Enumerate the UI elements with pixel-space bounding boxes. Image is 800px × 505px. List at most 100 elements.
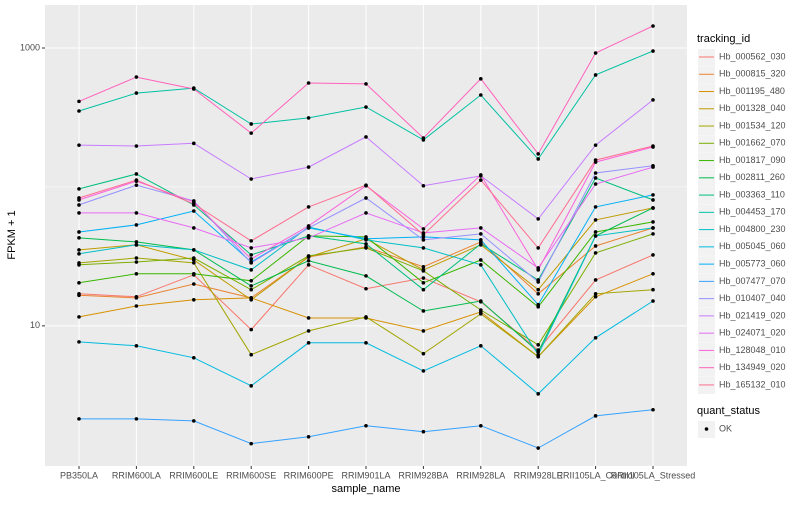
legend-title: quant_status (697, 405, 760, 417)
data-point (421, 329, 426, 333)
data-point (134, 172, 139, 176)
legend-label: OK (719, 423, 732, 433)
data-point (306, 205, 311, 209)
data-point (421, 227, 426, 231)
data-point (421, 246, 426, 250)
data-point (249, 268, 253, 272)
legend-label: Hb_001195_480 (719, 86, 785, 96)
legend-label: Hb_000815_320 (719, 69, 786, 79)
data-point (77, 196, 81, 200)
data-point (593, 171, 598, 175)
x-tick-label: RRII105LA_Stressed (611, 470, 696, 480)
data-point (479, 299, 483, 303)
data-point (421, 281, 426, 285)
data-point (364, 246, 368, 250)
x-axis-title: sample_name (331, 483, 400, 495)
data-point (421, 238, 426, 242)
data-point (593, 205, 598, 209)
data-point (536, 446, 540, 450)
data-point (249, 384, 253, 388)
data-point (134, 304, 139, 308)
data-point (306, 81, 311, 85)
data-point (77, 340, 81, 344)
legend-label: Hb_024071_020 (719, 328, 786, 338)
data-point (421, 269, 426, 273)
data-point (651, 407, 655, 412)
data-point (479, 263, 483, 267)
data-point (593, 182, 598, 186)
data-point (192, 261, 196, 265)
legend-key (698, 118, 715, 136)
data-point (77, 281, 81, 285)
data-point (593, 176, 598, 180)
data-point (651, 165, 655, 169)
data-point (192, 226, 196, 230)
data-point (421, 233, 426, 237)
data-point (192, 209, 196, 213)
data-point (134, 91, 139, 95)
legend-label: Hb_010407_040 (719, 293, 786, 303)
data-point (536, 350, 540, 354)
data-point (479, 93, 483, 97)
legend-label: Hb_004800_230 (719, 224, 786, 234)
data-point (651, 198, 655, 202)
data-point (192, 202, 196, 206)
x-tick-label: PB350LA (60, 470, 98, 480)
data-point (77, 315, 81, 319)
data-point (479, 178, 483, 182)
x-tick-label: RRIM600LE (169, 470, 218, 480)
data-point (134, 260, 139, 264)
data-point (651, 206, 655, 210)
x-tick-label: RRIM600PE (284, 470, 334, 480)
data-point (479, 344, 483, 348)
data-point (192, 282, 196, 286)
data-point (593, 234, 598, 238)
data-point (593, 278, 598, 282)
data-point (249, 441, 253, 446)
data-point (249, 287, 253, 292)
data-point (536, 280, 540, 284)
legend-title: tracking_id (697, 33, 750, 45)
data-point (651, 24, 655, 28)
legend-label: Hb_003363_110 (719, 189, 785, 199)
data-point (536, 292, 540, 296)
data-point (536, 152, 540, 156)
data-point (249, 253, 253, 257)
x-tick-label: RRIM600SE (226, 470, 276, 480)
data-point (364, 423, 368, 428)
data-point (134, 344, 139, 348)
legend-label: Hb_128048_010 (719, 345, 786, 355)
data-point (134, 240, 139, 244)
data-point (192, 87, 196, 91)
data-point (77, 417, 81, 421)
data-point (249, 327, 253, 332)
data-point (479, 232, 483, 236)
data-point (134, 243, 139, 247)
legend-label: Hb_004453_170 (719, 207, 786, 217)
data-point (249, 239, 253, 243)
data-point (421, 429, 426, 434)
x-tick-label: RRII105LA_Control (557, 470, 635, 480)
data-point (192, 355, 196, 360)
data-point (364, 237, 368, 241)
data-point (134, 75, 139, 79)
data-point (593, 230, 598, 234)
data-point (651, 220, 655, 224)
data-point (651, 287, 655, 292)
data-point (134, 223, 139, 227)
legend-label: Hb_001534_120 (719, 120, 786, 130)
legend-point (704, 427, 709, 431)
legend-label: Hb_165132_010 (719, 379, 786, 389)
data-point (593, 51, 598, 55)
data-point (421, 351, 426, 356)
legend-label: Hb_001328_040 (719, 103, 786, 113)
y-axis-title: FPKM + 1 (6, 210, 18, 259)
data-point (306, 254, 311, 258)
data-point (306, 329, 311, 333)
data-point (479, 423, 483, 428)
data-point (306, 236, 311, 240)
x-tick-label: RRIM928LE (514, 470, 563, 480)
data-point (249, 284, 253, 288)
data-point (134, 271, 139, 276)
